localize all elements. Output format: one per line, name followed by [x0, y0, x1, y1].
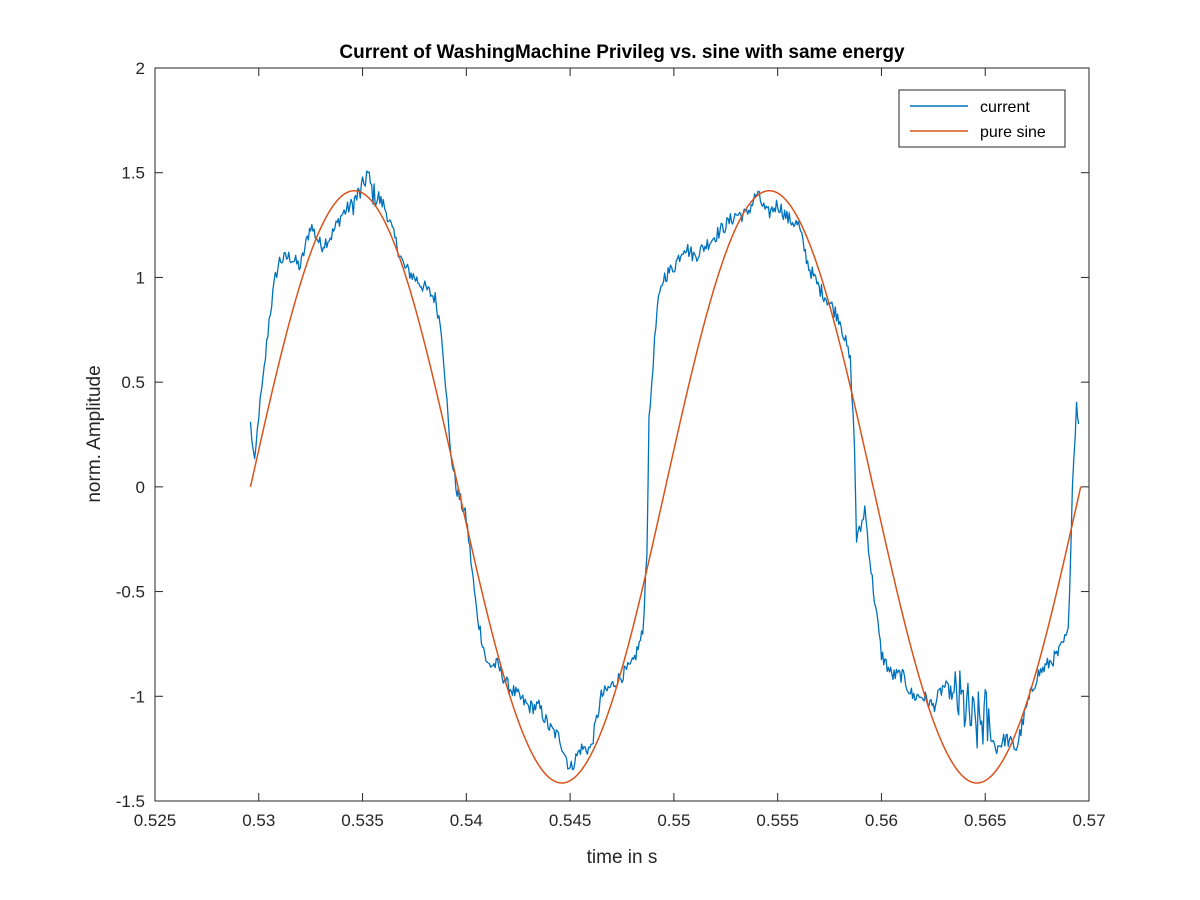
legend-box [898, 89, 1066, 148]
x-tick-label: 0.55 [657, 811, 690, 830]
x-tick-label: 0.56 [865, 811, 898, 830]
y-axis-title: norm. Amplitude [84, 365, 105, 502]
x-tick-label: 0.525 [134, 811, 177, 830]
series-line-pure-sine [249, 189, 1082, 784]
plot-area: 0.525 0.53 0.535 0.54 0.545 0.55 0.555 0.56 0.56… [116, 59, 1106, 830]
y-tick-label: -1 [130, 687, 145, 706]
legend-label-current: current [980, 99, 1030, 116]
axes-box [154, 67, 1090, 802]
x-tick-label: 0.565 [964, 811, 1007, 830]
y-tick-label: 0 [136, 478, 145, 497]
y-tick-label: 1.5 [121, 164, 145, 183]
series-layer [249, 170, 1082, 784]
y-tick-label: 2 [136, 59, 145, 78]
x-tick-label: 0.57 [1072, 811, 1105, 830]
legend-label-pure-sine: pure sine [980, 124, 1046, 141]
x-tick-label: 0.54 [450, 811, 483, 830]
legend: current pure sine [898, 89, 1066, 148]
y-tick-label: 1 [136, 268, 145, 287]
x-tick-label: 0.53 [242, 811, 275, 830]
x-tick-label: 0.555 [756, 811, 799, 830]
chart-title: Current of WashingMachine Privileg vs. s… [339, 42, 905, 63]
y-tick-label: -0.5 [116, 583, 145, 602]
series-line-current [249, 170, 1080, 771]
y-tick-label: -1.5 [116, 792, 145, 811]
x-tick-label: 0.535 [341, 811, 384, 830]
x-tick-label: 0.545 [549, 811, 592, 830]
y-tick-label: 0.5 [121, 373, 145, 392]
x-axis-title: time in s [587, 847, 658, 868]
tick-layer: 0.525 0.53 0.535 0.54 0.545 0.55 0.555 0.56 0.56… [116, 59, 1106, 830]
